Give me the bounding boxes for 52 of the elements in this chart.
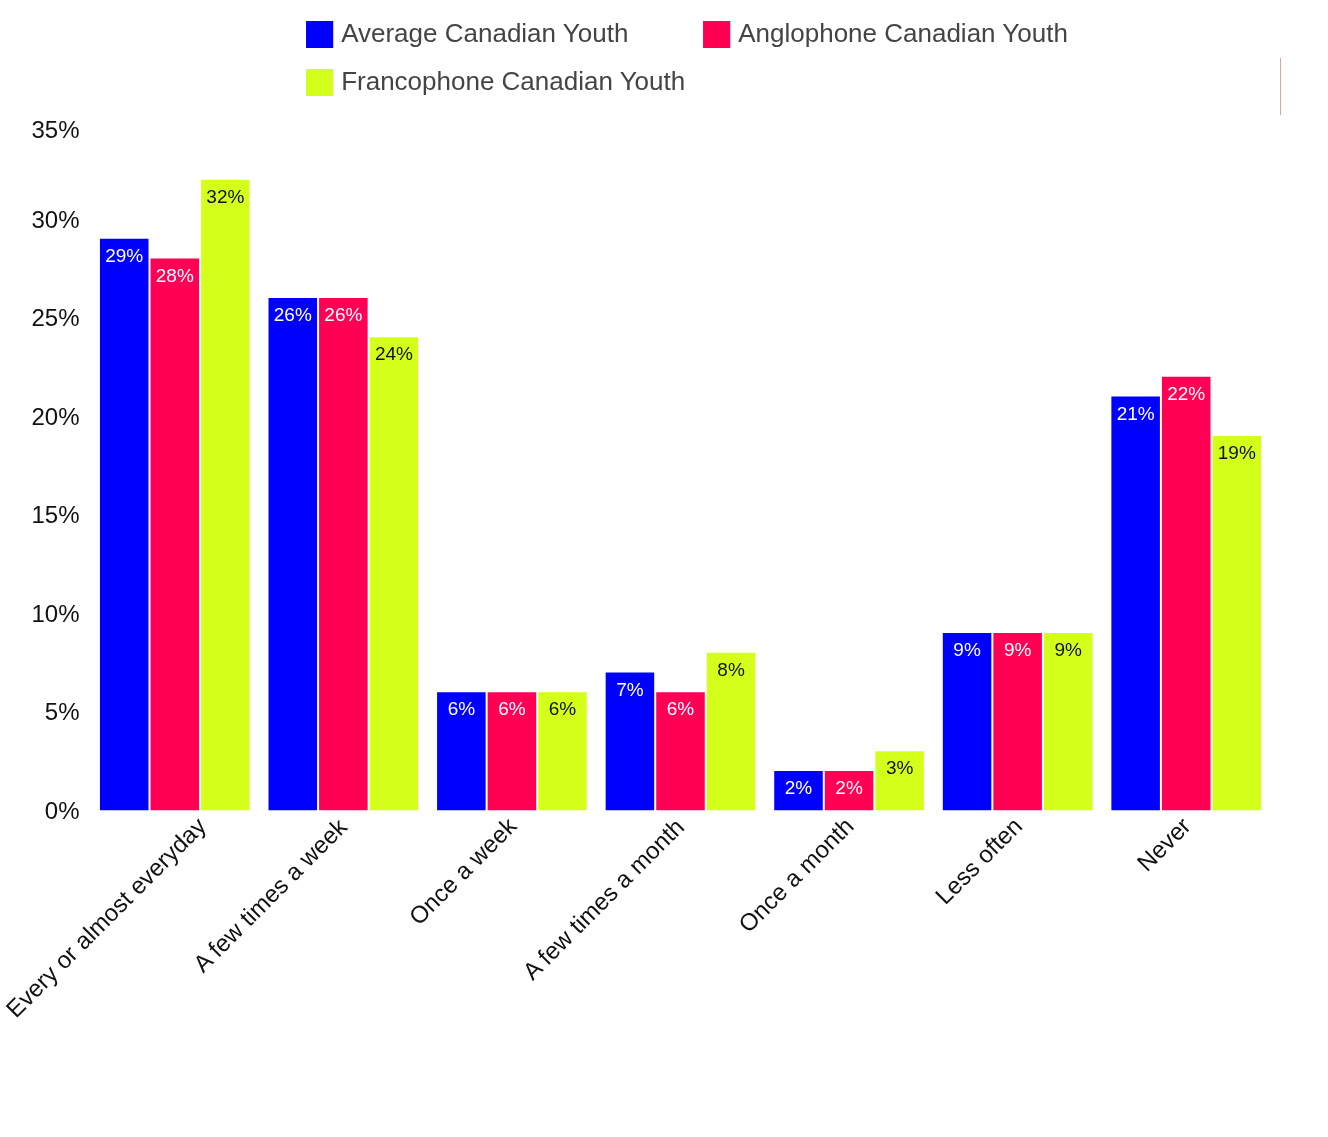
y-tick-label: 35% bbox=[31, 115, 80, 143]
data-label: 24% bbox=[374, 343, 414, 365]
data-label: 6% bbox=[447, 698, 476, 720]
data-label: 9% bbox=[1003, 639, 1032, 661]
data-label: 2% bbox=[784, 777, 813, 799]
legend-label: Average Canadian Youth bbox=[341, 18, 629, 49]
y-tick-label: 0% bbox=[44, 797, 80, 824]
bar bbox=[487, 692, 537, 811]
bar bbox=[1111, 396, 1160, 811]
bar bbox=[774, 771, 823, 811]
data-label: 21% bbox=[1116, 402, 1155, 424]
data-label: 7% bbox=[616, 678, 644, 700]
data-label: 32% bbox=[206, 185, 245, 207]
bar bbox=[1212, 435, 1262, 811]
bar bbox=[993, 633, 1042, 811]
bar bbox=[99, 238, 149, 811]
bar bbox=[201, 179, 250, 811]
bar bbox=[319, 297, 368, 811]
data-label: 3% bbox=[885, 757, 914, 779]
bar bbox=[656, 692, 705, 811]
data-label: 26% bbox=[324, 303, 363, 325]
legend-label: Francophone Canadian Youth bbox=[341, 66, 686, 97]
y-tick-label: 15% bbox=[31, 501, 80, 529]
data-label: 6% bbox=[548, 698, 577, 720]
data-label: 9% bbox=[953, 639, 981, 661]
data-label: 9% bbox=[1054, 639, 1083, 661]
data-label: 6% bbox=[666, 698, 695, 720]
y-tick-label: 30% bbox=[31, 205, 80, 233]
bar bbox=[942, 633, 992, 811]
data-label: 28% bbox=[155, 264, 194, 286]
legend-label: Anglophone Canadian Youth bbox=[738, 18, 1068, 49]
y-tick-label: 5% bbox=[44, 698, 80, 726]
y-tick-label: 10% bbox=[31, 599, 80, 627]
data-label: 26% bbox=[273, 303, 312, 325]
data-label: 22% bbox=[1167, 382, 1206, 404]
bar bbox=[605, 672, 655, 811]
y-tick-label: 25% bbox=[31, 304, 80, 332]
bar bbox=[268, 297, 318, 811]
bar bbox=[150, 258, 200, 811]
bar bbox=[875, 751, 924, 811]
bar bbox=[706, 652, 756, 811]
bar bbox=[1043, 633, 1093, 811]
y-tick-label: 20% bbox=[31, 402, 80, 430]
data-label: 2% bbox=[835, 777, 863, 799]
data-label: 29% bbox=[105, 244, 144, 266]
bar bbox=[437, 692, 486, 811]
data-label: 19% bbox=[1217, 441, 1256, 463]
data-label: 6% bbox=[498, 698, 526, 720]
bar bbox=[538, 692, 587, 811]
bar bbox=[1161, 376, 1211, 811]
data-label: 8% bbox=[717, 658, 745, 680]
bar bbox=[369, 337, 419, 811]
